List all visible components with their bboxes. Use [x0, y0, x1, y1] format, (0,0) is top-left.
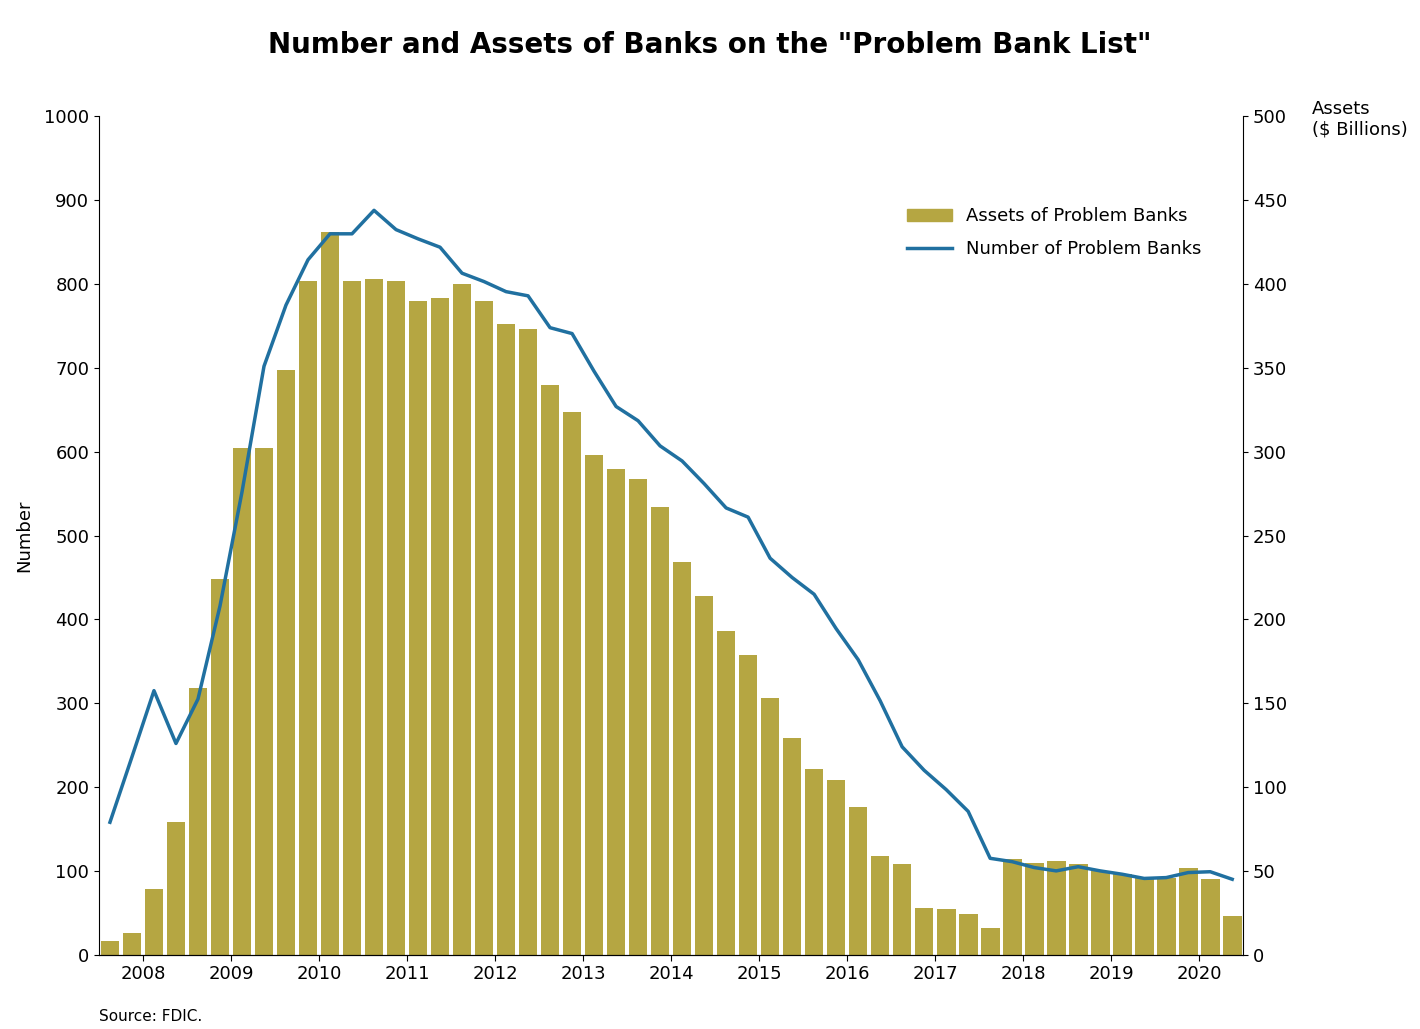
Bar	[1025, 862, 1044, 955]
Bar	[981, 928, 1000, 955]
Bar	[761, 699, 780, 955]
Bar	[629, 478, 648, 955]
Bar	[122, 933, 142, 955]
Bar	[782, 739, 801, 955]
Bar	[1135, 878, 1153, 955]
Y-axis label: Number: Number	[16, 499, 33, 572]
Bar	[497, 324, 515, 955]
Bar	[717, 631, 736, 955]
Bar	[321, 233, 339, 955]
Bar	[277, 369, 295, 955]
Bar	[386, 281, 405, 955]
Bar	[453, 284, 471, 955]
Bar	[893, 864, 912, 955]
Bar	[1069, 864, 1088, 955]
Bar	[650, 507, 669, 955]
Text: Number and Assets of Banks on the "Problem Bank List": Number and Assets of Banks on the "Probl…	[268, 31, 1152, 59]
Bar	[673, 563, 692, 955]
Bar	[342, 281, 361, 955]
Bar	[694, 596, 713, 955]
Bar	[409, 300, 427, 955]
Bar	[585, 455, 604, 955]
Text: Source: FDIC.: Source: FDIC.	[99, 1008, 203, 1024]
Bar	[298, 281, 317, 955]
Bar	[1113, 875, 1132, 955]
Bar	[166, 822, 186, 955]
Bar	[210, 579, 230, 955]
Bar	[430, 297, 449, 955]
Bar	[518, 329, 537, 955]
Bar	[1179, 867, 1197, 955]
Legend: Assets of Problem Banks, Number of Problem Banks: Assets of Problem Banks, Number of Probl…	[899, 201, 1208, 265]
Bar	[1091, 871, 1109, 955]
Y-axis label: Assets
($ Billions): Assets ($ Billions)	[1312, 100, 1407, 139]
Bar	[826, 780, 845, 955]
Bar	[959, 915, 977, 955]
Bar	[189, 688, 207, 955]
Bar	[1003, 859, 1021, 955]
Bar	[849, 807, 868, 955]
Bar	[365, 279, 383, 955]
Bar	[1201, 879, 1220, 955]
Bar	[914, 908, 933, 955]
Bar	[606, 468, 625, 955]
Bar	[145, 889, 163, 955]
Bar	[738, 654, 757, 955]
Bar	[562, 412, 581, 955]
Bar	[254, 449, 273, 955]
Bar	[1047, 861, 1065, 955]
Bar	[233, 449, 251, 955]
Bar	[101, 942, 119, 955]
Bar	[870, 856, 889, 955]
Bar	[474, 300, 493, 955]
Bar	[1157, 878, 1176, 955]
Bar	[937, 910, 956, 955]
Bar	[541, 385, 559, 955]
Bar	[1223, 916, 1241, 955]
Bar	[805, 769, 824, 955]
